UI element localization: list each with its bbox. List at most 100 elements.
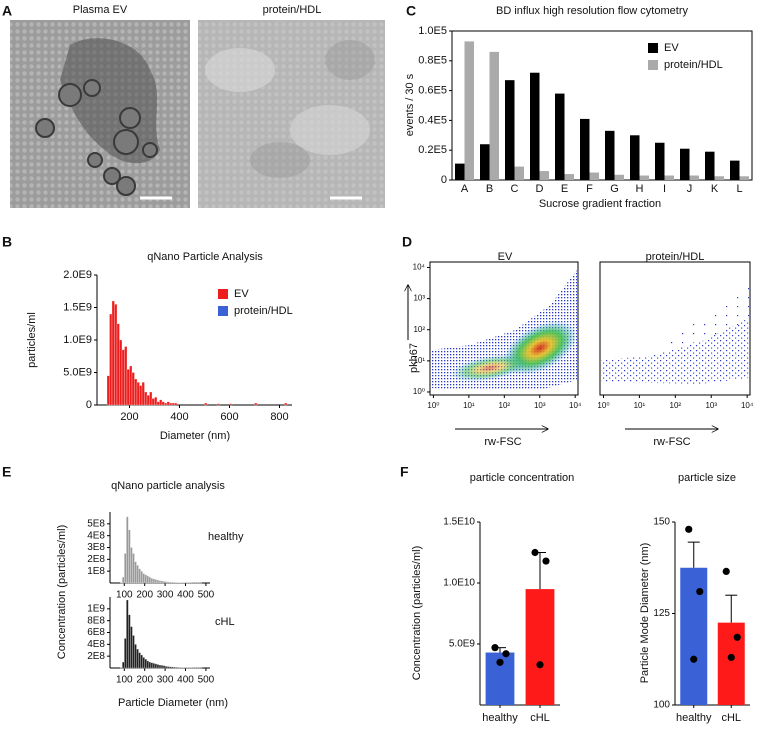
panel-label: B xyxy=(2,234,12,250)
histogram-bar xyxy=(132,635,135,669)
histogram-bar xyxy=(111,300,115,406)
histogram-bar xyxy=(156,664,160,669)
histogram-bar xyxy=(148,576,152,584)
x-tick-label: cHL xyxy=(530,712,550,724)
histogram-bar xyxy=(254,402,258,406)
histogram-bar xyxy=(128,614,131,669)
histogram-bar xyxy=(150,662,154,669)
histogram-bar xyxy=(146,395,150,406)
x-tick-label: healthy xyxy=(676,712,712,724)
x-axis-label: Sucrose gradient fraction xyxy=(539,198,661,210)
x-tick-label: B xyxy=(486,183,493,195)
histogram-bar xyxy=(106,375,110,406)
bar xyxy=(639,175,649,180)
bar xyxy=(464,41,474,181)
histogram-bar xyxy=(138,652,141,669)
y-tick-label: 2E8 xyxy=(87,651,105,662)
y-axis-label: events / 30 s xyxy=(404,73,416,136)
histogram-bar xyxy=(150,578,154,584)
y-tick-label: 0.6E5 xyxy=(418,85,447,97)
histogram-bar xyxy=(131,372,135,406)
data-point xyxy=(727,653,735,662)
y-tick-label: 10³ xyxy=(413,294,425,303)
histogram-bar xyxy=(121,576,125,584)
x-tick-label: 100 xyxy=(116,675,133,686)
histogram-bar xyxy=(132,553,135,584)
y-tick-label: 4E8 xyxy=(87,639,105,650)
y-tick-label: 3E8 xyxy=(87,542,105,553)
bar xyxy=(664,175,674,180)
histogram-bar xyxy=(175,667,178,669)
histogram-bar xyxy=(166,666,170,669)
bar xyxy=(589,172,599,180)
panel-label: D xyxy=(402,234,412,250)
y-tick-label: 0 xyxy=(86,399,92,411)
x-tick-label: 800 xyxy=(270,411,288,423)
histogram-bar xyxy=(136,382,140,406)
histogram-bar xyxy=(170,581,174,584)
histogram-bar xyxy=(164,665,168,669)
histogram-bar xyxy=(126,516,129,584)
bar xyxy=(655,142,665,180)
data-point xyxy=(531,548,539,557)
x-tick-label: 10³ xyxy=(705,401,717,410)
x-tick-label: 10⁴ xyxy=(569,401,582,410)
data-point xyxy=(690,655,698,663)
bar xyxy=(525,589,555,705)
histogram-bar xyxy=(140,570,143,584)
x-tick-label: 200 xyxy=(136,590,153,601)
x-tick-label: 400 xyxy=(170,411,188,423)
histogram-bar xyxy=(168,581,172,584)
histogram-bar xyxy=(152,663,156,669)
x-tick-label: A xyxy=(461,183,469,195)
histogram-bar xyxy=(139,385,143,406)
histogram-bar xyxy=(130,626,133,669)
histogram-bar xyxy=(162,580,166,584)
histogram-bar xyxy=(229,403,233,406)
y-tick-label: 125 xyxy=(653,608,670,619)
bar xyxy=(555,93,565,180)
x-tick-label: E xyxy=(561,183,568,195)
histogram-bar xyxy=(136,648,139,669)
bar xyxy=(455,163,465,180)
histogram-bar xyxy=(144,574,147,584)
x-axis-label: Diameter (nm) xyxy=(160,430,230,442)
data-point xyxy=(696,587,704,596)
histogram-bar xyxy=(170,666,174,669)
y-tick-label: 0.2E5 xyxy=(418,144,447,156)
x-tick-label: J xyxy=(687,183,693,195)
histogram-bar xyxy=(175,582,178,584)
y-tick-label: 10² xyxy=(413,325,425,334)
legend-label: EV xyxy=(234,288,249,300)
x-tick-label: H xyxy=(636,183,644,195)
panel-label: C xyxy=(406,3,416,19)
legend-swatch xyxy=(218,306,228,316)
bar xyxy=(530,72,540,180)
plot-frame xyxy=(451,30,753,181)
histogram-bar xyxy=(154,396,158,406)
data-point xyxy=(722,567,730,576)
x-tick-label: 500 xyxy=(198,590,215,601)
x-tick-label: 10³ xyxy=(534,401,546,410)
histogram-bar xyxy=(160,580,164,584)
histogram-bar xyxy=(159,399,163,406)
bar xyxy=(680,148,690,180)
data-point xyxy=(491,644,499,652)
histogram-bar xyxy=(166,581,170,584)
legend-label: protein/HDL xyxy=(234,305,293,317)
histogram-bar xyxy=(142,657,145,669)
histogram-bar xyxy=(146,660,150,669)
histogram-bar xyxy=(156,401,160,406)
histogram-bar xyxy=(174,402,178,406)
panel-label: E xyxy=(2,464,11,480)
histogram-bar xyxy=(161,401,165,406)
histogram-bar xyxy=(119,339,123,406)
y-axis-label: Concentration (particles/ml) xyxy=(411,546,423,681)
bar xyxy=(564,174,574,180)
histogram-bar xyxy=(146,575,150,584)
annotation: healthy xyxy=(208,531,244,543)
histogram-bar xyxy=(173,582,176,584)
data-point xyxy=(542,557,550,565)
y-tick-label: 0 xyxy=(441,174,447,186)
